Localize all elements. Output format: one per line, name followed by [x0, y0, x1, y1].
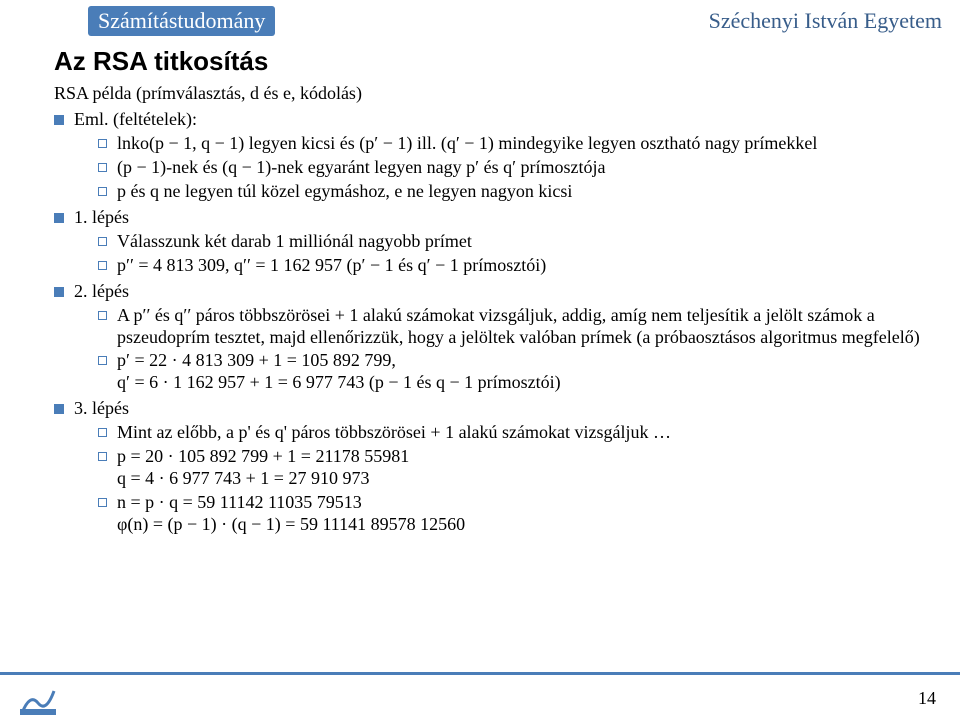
step3-a: Mint az előbb, a p' és q' páros többször…	[98, 422, 920, 444]
bullet-icon	[98, 237, 107, 246]
step2-a: A p′′ és q′′ páros többszörösei + 1 alak…	[98, 305, 920, 349]
step2-b1: p′ = 22 · 4 813 309 + 1 = 105 892 799,	[117, 350, 561, 372]
bullet-icon	[54, 287, 64, 297]
step3-c2: φ(n) = (p − 1) · (q − 1) = 59 11141 8957…	[117, 514, 465, 536]
felt-3: p és q ne legyen túl közel egymáshoz, e …	[98, 181, 920, 203]
bullet-icon	[98, 187, 107, 196]
header-left: Számítástudomány	[88, 6, 275, 36]
step2-b2: q′ = 6 · 1 162 957 + 1 = 6 977 743 (p − …	[117, 372, 561, 394]
footer-rule	[0, 672, 960, 675]
bullet-icon	[98, 356, 107, 365]
page-number: 14	[918, 688, 936, 709]
bullet-icon	[54, 213, 64, 223]
step1-b: p′′ = 4 813 309, q′′ = 1 162 957 (p′ − 1…	[98, 255, 920, 277]
felt-1-text: lnko(p − 1, q − 1) legyen kicsi és (p′ −…	[117, 133, 817, 155]
felt-1: lnko(p − 1, q − 1) legyen kicsi és (p′ −…	[98, 133, 920, 155]
step1-a-text: Válasszunk két darab 1 milliónál nagyobb…	[117, 231, 472, 253]
bullet-icon	[98, 452, 107, 461]
step3-b: p = 20 · 105 892 799 + 1 = 21178 55981 q…	[98, 446, 920, 490]
header-right: Széchenyi István Egyetem	[709, 8, 942, 34]
felt-2-text: (p − 1)-nek és (q − 1)-nek egyaránt legy…	[117, 157, 606, 179]
bullet-icon	[98, 163, 107, 172]
step3-row: 3. lépés	[54, 398, 920, 420]
step3-b2: q = 4 · 6 977 743 + 1 = 27 910 973	[117, 468, 409, 490]
step3-c1: n = p · q = 59 11142 11035 79513	[117, 492, 465, 514]
step3-c: n = p · q = 59 11142 11035 79513 φ(n) = …	[98, 492, 920, 536]
step2-b: p′ = 22 · 4 813 309 + 1 = 105 892 799, q…	[98, 350, 920, 394]
bullet-icon	[98, 261, 107, 270]
bullet-icon	[98, 139, 107, 148]
intro-line: RSA példa (prímválasztás, d és e, kódolá…	[54, 83, 920, 105]
page-title: Az RSA titkosítás	[54, 46, 960, 77]
bullet-icon	[54, 404, 64, 414]
step2-label: 2. lépés	[74, 281, 129, 303]
step1-label: 1. lépés	[74, 207, 129, 229]
felt-3-text: p és q ne legyen túl közel egymáshoz, e …	[117, 181, 572, 203]
bullet-icon	[98, 311, 107, 320]
content: RSA példa (prímválasztás, d és e, kódolá…	[54, 83, 920, 536]
step2-b-block: p′ = 22 · 4 813 309 + 1 = 105 892 799, q…	[117, 350, 561, 394]
bullet-icon	[98, 428, 107, 437]
step1-row: 1. lépés	[54, 207, 920, 229]
step3-c-block: n = p · q = 59 11142 11035 79513 φ(n) = …	[117, 492, 465, 536]
step2-a-text: A p′′ és q′′ páros többszörösei + 1 alak…	[117, 305, 920, 349]
step3-b1: p = 20 · 105 892 799 + 1 = 21178 55981	[117, 446, 409, 468]
header: Számítástudomány Széchenyi István Egyete…	[0, 0, 960, 36]
felt-2: (p − 1)-nek és (q − 1)-nek egyaránt legy…	[98, 157, 920, 179]
step2-row: 2. lépés	[54, 281, 920, 303]
step1-b-text: p′′ = 4 813 309, q′′ = 1 162 957 (p′ − 1…	[117, 255, 546, 277]
bullet-icon	[54, 115, 64, 125]
feltetelek-row: Eml. (feltételek):	[54, 109, 920, 131]
step1-a: Válasszunk két darab 1 milliónál nagyobb…	[98, 231, 920, 253]
step3-b-block: p = 20 · 105 892 799 + 1 = 21178 55981 q…	[117, 446, 409, 490]
step3-label: 3. lépés	[74, 398, 129, 420]
step3-a-text: Mint az előbb, a p' és q' páros többször…	[117, 422, 671, 444]
bullet-icon	[98, 498, 107, 507]
feltetelek-label: Eml. (feltételek):	[74, 109, 197, 131]
footer-logo-icon	[20, 683, 56, 715]
